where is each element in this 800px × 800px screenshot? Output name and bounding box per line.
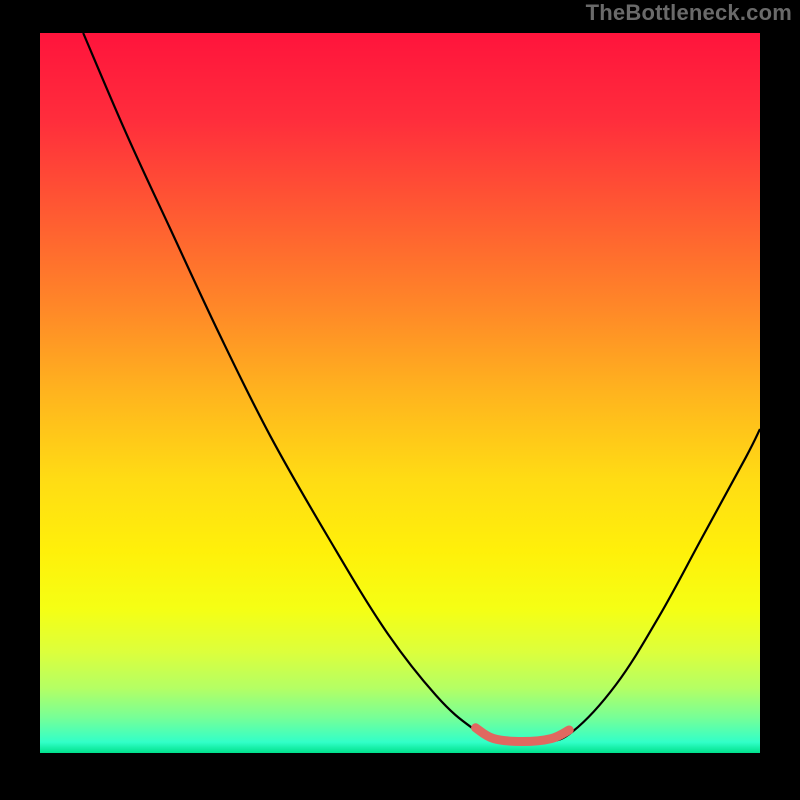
chart-frame: TheBottleneck.com <box>0 0 800 800</box>
bottleneck-chart <box>0 0 800 800</box>
plot-background <box>40 33 760 753</box>
watermark-label: TheBottleneck.com <box>586 0 792 26</box>
